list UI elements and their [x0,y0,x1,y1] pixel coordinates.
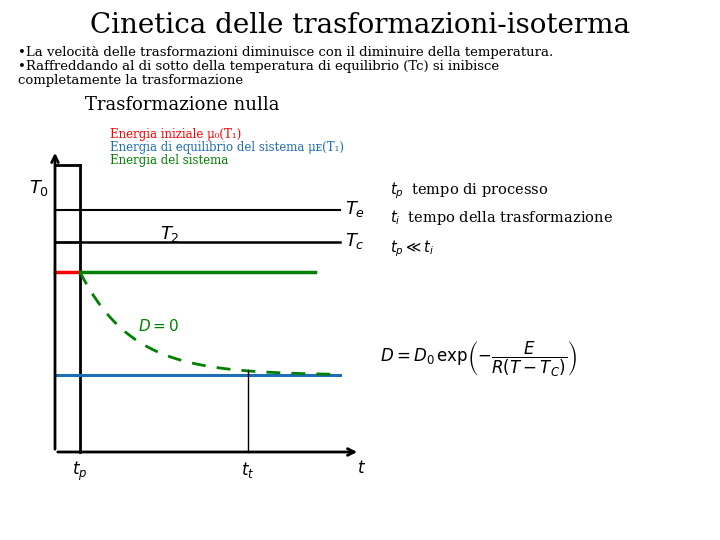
Text: $t_p\;$ tempo di processo: $t_p\;$ tempo di processo [390,180,549,200]
Text: Energia di equilibrio del sistema μᴇ(T₁): Energia di equilibrio del sistema μᴇ(T₁) [110,141,344,154]
Text: $T_e$: $T_e$ [345,199,365,219]
Text: •Raffreddando al di sotto della temperatura di equilibrio (Tc) si inibisce: •Raffreddando al di sotto della temperat… [18,60,499,73]
Text: $t_p$: $t_p$ [72,460,88,483]
Text: Cinetica delle trasformazioni-isoterma: Cinetica delle trasformazioni-isoterma [90,12,630,39]
Text: $D=0$: $D=0$ [138,318,179,334]
Text: completamente la trasformazione: completamente la trasformazione [18,74,243,87]
Text: $t_p \ll t_i$: $t_p \ll t_i$ [390,238,434,259]
Text: $D = D_0\,\exp\!\left(-\dfrac{E}{R(T-T_C)}\right)$: $D = D_0\,\exp\!\left(-\dfrac{E}{R(T-T_C… [380,340,577,379]
Text: Energia del sistema: Energia del sistema [110,154,228,167]
Text: $t_i\;$ tempo della trasformazione: $t_i\;$ tempo della trasformazione [390,208,613,227]
Text: $t$: $t$ [358,460,366,477]
Text: $t_t$: $t_t$ [241,460,255,480]
Text: •La velocità delle trasformazioni diminuisce con il diminuire della temperatura.: •La velocità delle trasformazioni diminu… [18,46,553,59]
Text: Trasformazione nulla: Trasformazione nulla [85,96,279,114]
Text: $T_0$: $T_0$ [29,178,49,198]
Text: $T_2$: $T_2$ [160,224,180,244]
Text: $T_c$: $T_c$ [345,231,365,251]
Text: Energia iniziale μ₀(T₁): Energia iniziale μ₀(T₁) [110,128,241,141]
